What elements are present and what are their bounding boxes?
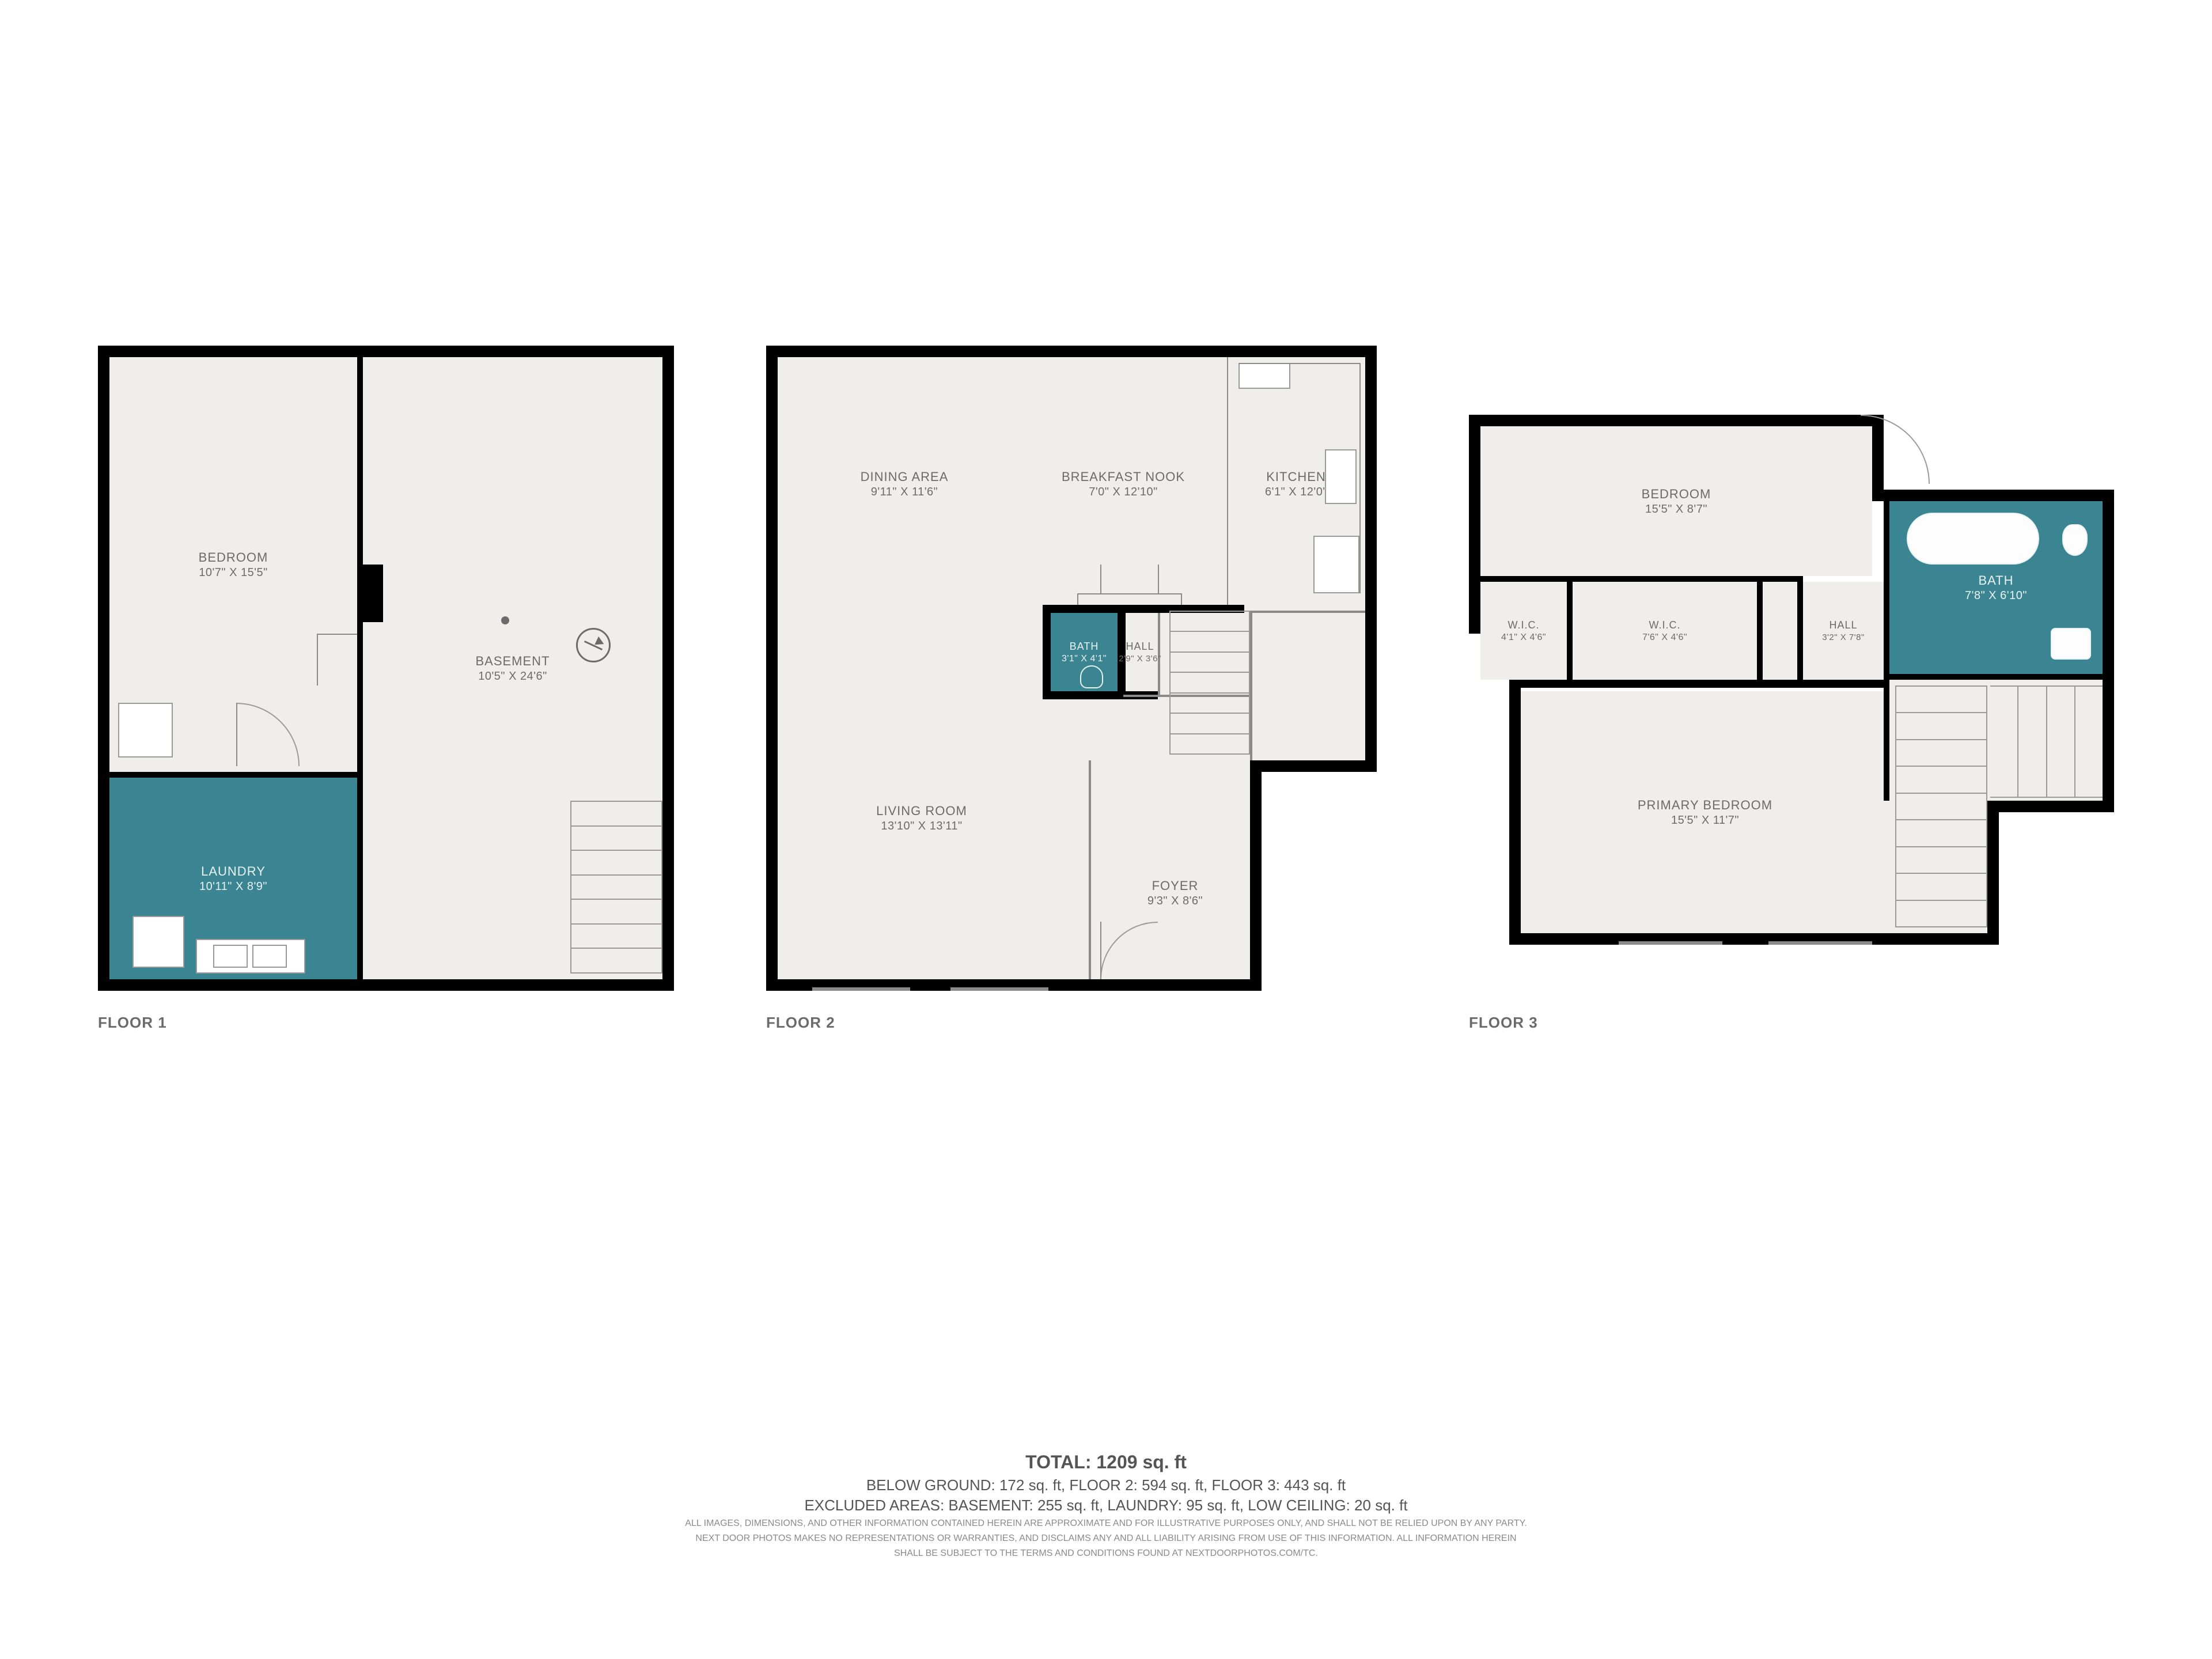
fixture-dresser [118, 703, 173, 757]
fixture-washer [132, 916, 184, 968]
room-dim: 7'8" X 6'10" [1965, 589, 2027, 603]
room-dim: 6'1" X 12'0" [1265, 486, 1327, 499]
room-dim: 15'5" X 11'7" [1671, 814, 1739, 827]
ceiling-marker [501, 616, 509, 624]
room-name: W.I.C. [1508, 619, 1540, 631]
fixture-sink-counter [196, 939, 305, 974]
fixture-sink-basin2 [252, 945, 287, 968]
fixture-bathtub [1907, 513, 2039, 565]
room-wic1: W.I.C. 4'1" X 4'6" [1480, 582, 1567, 680]
floor-label: FLOOR 2 [766, 1014, 835, 1032]
room-nook: BREAKFAST NOOK 7'0" X 12'10" [1037, 449, 1210, 518]
floorplan-page: BEDROOM 10'7" X 15'5" BASEMENT 10'5" X 2… [0, 0, 2212, 1659]
room-name: LIVING ROOM [876, 804, 967, 819]
compass-icon [576, 628, 611, 662]
room-name: BREAKFAST NOOK [1062, 469, 1185, 484]
room-name: FOYER [1152, 878, 1199, 893]
room-name: KITCHEN [1266, 469, 1326, 484]
room-name: BATH [1070, 641, 1099, 653]
room-name: W.I.C. [1649, 619, 1681, 631]
fixture-toilet-f3 [2062, 524, 2088, 556]
footer-disclaimer2: NEXT DOOR PHOTOS MAKES NO REPRESENTATION… [0, 1533, 2212, 1544]
room-dim: 10'7" X 15'5" [199, 566, 268, 579]
room-name: LAUNDRY [201, 864, 266, 879]
room-name: BASEMENT [475, 654, 550, 669]
room-bedroom-f3: BEDROOM 15'5" X 8'7" [1480, 426, 1872, 576]
room-name: BEDROOM [1642, 487, 1711, 502]
fixture-sink-basin [213, 945, 248, 968]
gap-f3 [1763, 582, 1797, 680]
fixture-sink-kitchen [1325, 449, 1357, 504]
room-dim: 10'11" X 8'9" [199, 880, 267, 893]
footer: TOTAL: 1209 sq. ft BELOW GROUND: 172 sq.… [0, 1452, 2212, 1559]
fixture-sink-f3 [2051, 628, 2091, 660]
room-dim: 9'3" X 8'6" [1147, 895, 1203, 908]
room-hall-f2: HALL 2'9" X 3'6" [1120, 613, 1160, 691]
stairs-f3-h [1990, 685, 2103, 798]
floor-label: FLOOR 1 [98, 1014, 167, 1032]
room-dim: 4'1" X 4'6" [1501, 632, 1546, 643]
floor-3-plan: BEDROOM 15'5" X 8'7" W.I.C. 4'1" X 4'6" … [1469, 380, 2114, 956]
footer-disclaimer1: ALL IMAGES, DIMENSIONS, AND OTHER INFORM… [0, 1518, 2212, 1529]
floor-label: FLOOR 3 [1469, 1014, 1538, 1032]
footer-disclaimer3: SHALL BE SUBJECT TO THE TERMS AND CONDIT… [0, 1548, 2212, 1559]
stairs-f1 [570, 801, 662, 974]
room-name: HALL [1126, 641, 1154, 653]
floor-1: BEDROOM 10'7" X 15'5" BASEMENT 10'5" X 2… [98, 346, 674, 1032]
fixture-toilet [1080, 665, 1103, 688]
room-dim: 7'0" X 12'10" [1089, 486, 1158, 499]
fixture-range [1238, 363, 1290, 389]
floor-2: DINING AREA 9'11" X 11'6" BREAKFAST NOOK… [766, 346, 1377, 1032]
floorplans-row: BEDROOM 10'7" X 15'5" BASEMENT 10'5" X 2… [46, 346, 2166, 1152]
fixture-fridge [1313, 536, 1359, 593]
floor-2-plan: DINING AREA 9'11" X 11'6" BREAKFAST NOOK… [766, 346, 1377, 991]
room-dim: 15'5" X 8'7" [1645, 503, 1707, 516]
room-foyer: FOYER 9'3" X 8'6" [1106, 864, 1244, 922]
room-dim: 2'9" X 3'6" [1119, 654, 1161, 664]
room-hall-f3: HALL 3'2" X 7'8" [1803, 582, 1884, 680]
room-name: DINING AREA [861, 469, 949, 484]
room-name: BEDROOM [199, 550, 268, 565]
footer-total: TOTAL: 1209 sq. ft [0, 1452, 2212, 1473]
room-primary: PRIMARY BEDROOM 15'5" X 11'7" [1521, 691, 1889, 933]
floor-1-plan: BEDROOM 10'7" X 15'5" BASEMENT 10'5" X 2… [98, 346, 674, 991]
room-name: PRIMARY BEDROOM [1638, 798, 1772, 813]
room-living: LIVING ROOM 13'10" X 13'11" [801, 783, 1043, 853]
stairs-f3 [1895, 685, 1987, 927]
floor-3: BEDROOM 15'5" X 8'7" W.I.C. 4'1" X 4'6" … [1469, 346, 2114, 1032]
open-area [778, 357, 1365, 760]
room-dim: 7'6" X 4'6" [1642, 632, 1687, 643]
room-dining: DINING AREA 9'11" X 11'6" [801, 449, 1008, 518]
footer-breakdown: BELOW GROUND: 172 sq. ft, FLOOR 2: 594 s… [0, 1476, 2212, 1494]
room-dim: 3'1" X 4'1" [1062, 654, 1107, 664]
room-dim: 13'10" X 13'11" [881, 820, 962, 833]
room-name: HALL [1829, 619, 1857, 631]
room-dim: 10'5" X 24'6" [478, 670, 547, 683]
room-dim: 9'11" X 11'6" [871, 486, 938, 499]
room-wic2: W.I.C. 7'6" X 4'6" [1573, 582, 1757, 680]
footer-excluded: EXCLUDED AREAS: BASEMENT: 255 sq. ft, LA… [0, 1497, 2212, 1514]
stairs-f2 [1169, 611, 1250, 755]
room-name: BATH [1978, 573, 2013, 588]
room-dim: 3'2" X 7'8" [1822, 632, 1865, 642]
